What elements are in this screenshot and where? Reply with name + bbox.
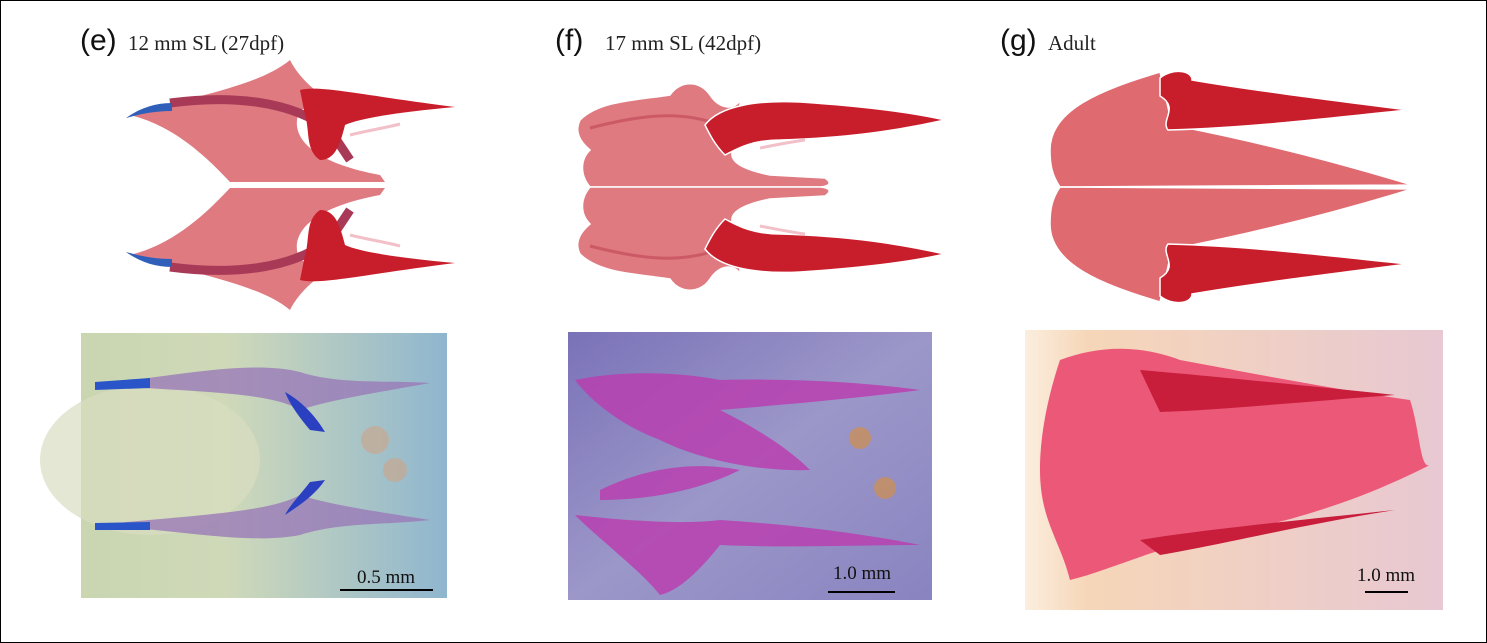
photo: 1.0 mm (1025, 330, 1443, 610)
panel-label: (e) (80, 24, 117, 57)
scale-bar-label: 0.5 mm (357, 567, 415, 588)
photo: 0.5 mm (40, 333, 447, 598)
figure: (e) 12 mm SL (27dpf) (f) 17 mm SL (42dpf… (0, 0, 1487, 643)
cell (361, 426, 389, 454)
photo: 1.0 mm (568, 332, 932, 600)
cell (874, 477, 896, 499)
panel-caption: 12 mm SL (27dpf) (128, 31, 284, 55)
cell (849, 427, 871, 449)
panel-caption: Adult (1048, 31, 1096, 55)
panel-label: (f) (555, 24, 583, 57)
scale-bar-label: 1.0 mm (1357, 565, 1415, 586)
panel-label: (g) (1000, 24, 1037, 57)
scale-bar-label: 1.0 mm (833, 563, 891, 584)
panel-caption: 17 mm SL (42dpf) (605, 31, 761, 55)
cell (383, 458, 407, 482)
